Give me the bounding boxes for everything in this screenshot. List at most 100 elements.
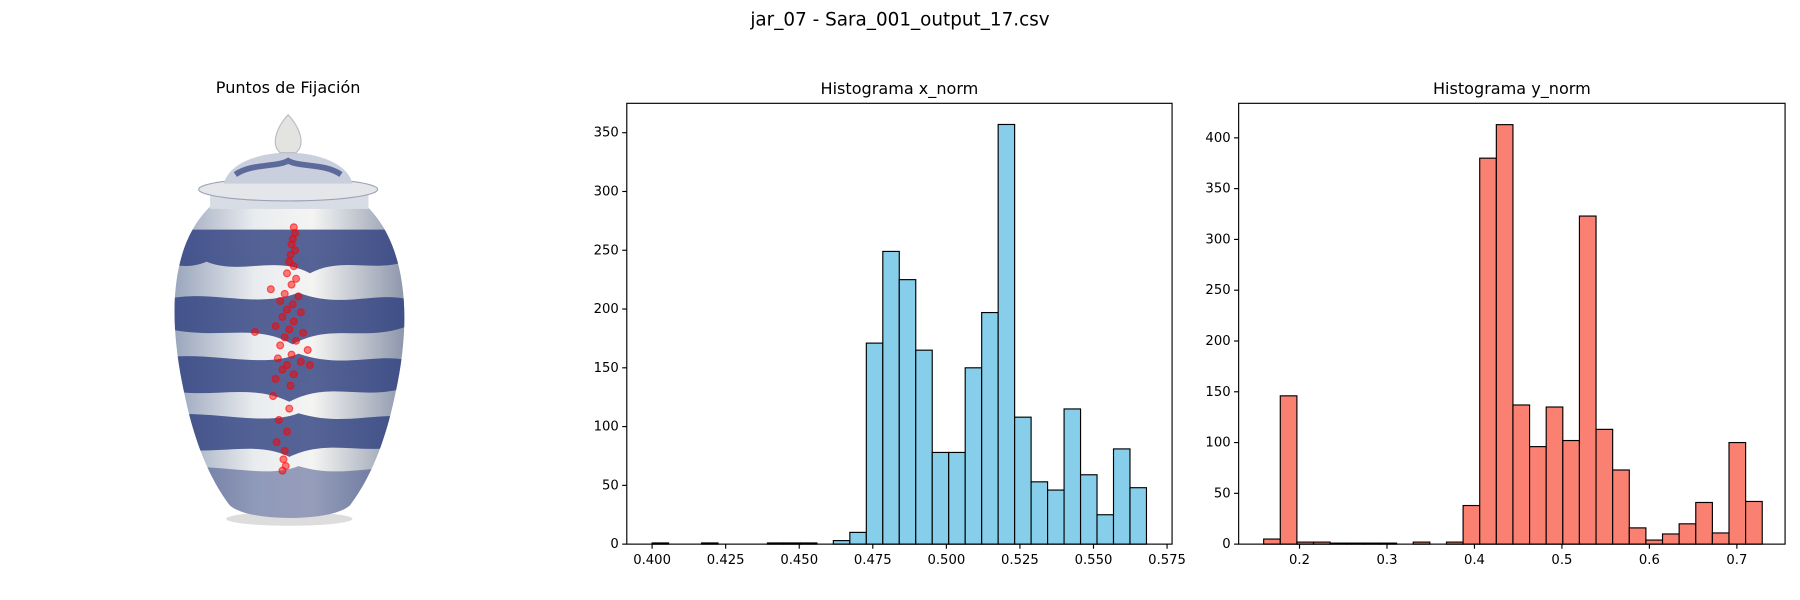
y-tick-label: 300	[1205, 232, 1230, 247]
histogram-bar	[882, 250, 900, 545]
fixation-point	[289, 370, 298, 379]
fixation-point	[303, 345, 312, 354]
histogram-bar	[849, 531, 867, 545]
fixation-point	[289, 317, 298, 326]
fixation-point	[289, 262, 298, 271]
histogram-bar	[1628, 527, 1647, 545]
y-tick-label: 350	[594, 126, 619, 141]
histogram-bar	[1745, 500, 1763, 545]
x-tick-label: 0.550	[1075, 553, 1113, 568]
histogram-bar	[1479, 157, 1497, 545]
histogram-bar	[1645, 539, 1664, 545]
axes-frame	[626, 102, 1173, 545]
histogram-bar	[1512, 404, 1531, 545]
fixation-point	[292, 274, 301, 283]
x-tick-label: 0.2	[1289, 553, 1310, 568]
fixation-point	[282, 269, 292, 278]
histogram-bar	[1545, 406, 1564, 545]
histogram-bar	[964, 367, 983, 545]
histogram-bar	[1079, 474, 1098, 545]
fixation-point	[286, 250, 295, 259]
y-tick-label: 0	[610, 537, 618, 552]
fixation-point	[285, 325, 294, 334]
histogram-bar	[1495, 124, 1514, 545]
histogram-bar	[1112, 448, 1131, 545]
histogram-bar	[981, 311, 999, 545]
x-tick-label: 0.5	[1551, 553, 1572, 568]
histogram-bar	[1595, 428, 1614, 545]
fixation-point	[291, 246, 300, 255]
fixation-point	[280, 333, 289, 342]
fixation-point	[266, 285, 275, 294]
fixation-point	[278, 312, 287, 321]
histogram-bar	[1711, 532, 1730, 545]
fixation-point	[287, 350, 296, 359]
fixation-point	[299, 328, 308, 337]
histogram-bar	[1562, 439, 1581, 545]
histogram-bar	[1462, 504, 1481, 545]
axes-frame	[1238, 102, 1786, 545]
fixation-point	[305, 361, 314, 370]
y-tick-label: 50	[1214, 486, 1231, 501]
fixation-point	[296, 308, 305, 317]
y-tick-label: 250	[1205, 283, 1230, 298]
histogram-bar	[915, 349, 933, 545]
x-tick-label: 0.7	[1726, 553, 1747, 568]
y-tick-label: 200	[1205, 334, 1230, 349]
fixation-point	[280, 289, 289, 298]
fixation-point	[250, 327, 259, 336]
fixation-point	[272, 438, 281, 447]
fixation-point	[274, 415, 283, 424]
fixation-point	[273, 354, 282, 363]
x-tick-label: 0.3	[1377, 553, 1398, 568]
x-tick-label: 0.525	[1001, 553, 1039, 568]
histogram-bar	[898, 279, 917, 545]
histogram-bar	[1528, 446, 1547, 545]
fixation-point	[288, 300, 297, 309]
histogram-bar	[865, 342, 884, 545]
fixation-point	[296, 357, 305, 366]
y-tick-label: 50	[602, 478, 619, 493]
fixation-point	[278, 365, 287, 374]
histogram-bar	[948, 451, 966, 545]
x-tick-label: 0.575	[1148, 553, 1186, 568]
histogram-bar	[1263, 538, 1281, 545]
histogram-bar	[1129, 487, 1148, 545]
histogram-bar	[1047, 489, 1065, 545]
x-tick-label: 0.4	[1464, 553, 1485, 568]
y-tick-label: 100	[594, 420, 619, 435]
y-tick-label: 250	[594, 243, 619, 258]
histogram-bar	[1728, 441, 1747, 545]
histogram-bar	[997, 123, 1016, 545]
fixation-point	[276, 296, 285, 305]
x-tick-label: 0.500	[927, 553, 965, 568]
fixation-point	[292, 336, 301, 345]
fixation-point	[285, 257, 294, 266]
fixation-point	[269, 392, 278, 401]
y-tick-label: 300	[594, 184, 619, 199]
fixation-point	[287, 240, 296, 249]
y-tick-label: 400	[1205, 131, 1230, 146]
x-tick-label: 0.400	[633, 553, 671, 568]
x-tick-label: 0.6	[1639, 553, 1660, 568]
fixation-point	[282, 305, 292, 314]
fixation-point	[285, 404, 294, 413]
y-tick-label: 100	[1205, 436, 1230, 451]
histogram-bar	[1030, 481, 1049, 545]
fixation-point	[279, 455, 288, 464]
x-tick-label: 0.425	[707, 553, 745, 568]
figure-title: jar_07 - Sara_001_output_17.csv	[749, 10, 1049, 31]
x-tick-label: 0.450	[780, 553, 818, 568]
y-tick-label: 350	[1205, 182, 1230, 197]
histogram-bar	[1612, 469, 1630, 545]
y-tick-label: 150	[1205, 385, 1230, 400]
histogram-bar	[1096, 514, 1115, 545]
histogram-bar	[1661, 533, 1680, 545]
subplot-title: Puntos de Fijación	[216, 78, 361, 97]
x-tick-label: 0.475	[854, 553, 892, 568]
fixation-point	[271, 374, 280, 383]
subplot-title: Histograma x_norm	[821, 79, 979, 99]
fixation-point	[294, 292, 303, 301]
